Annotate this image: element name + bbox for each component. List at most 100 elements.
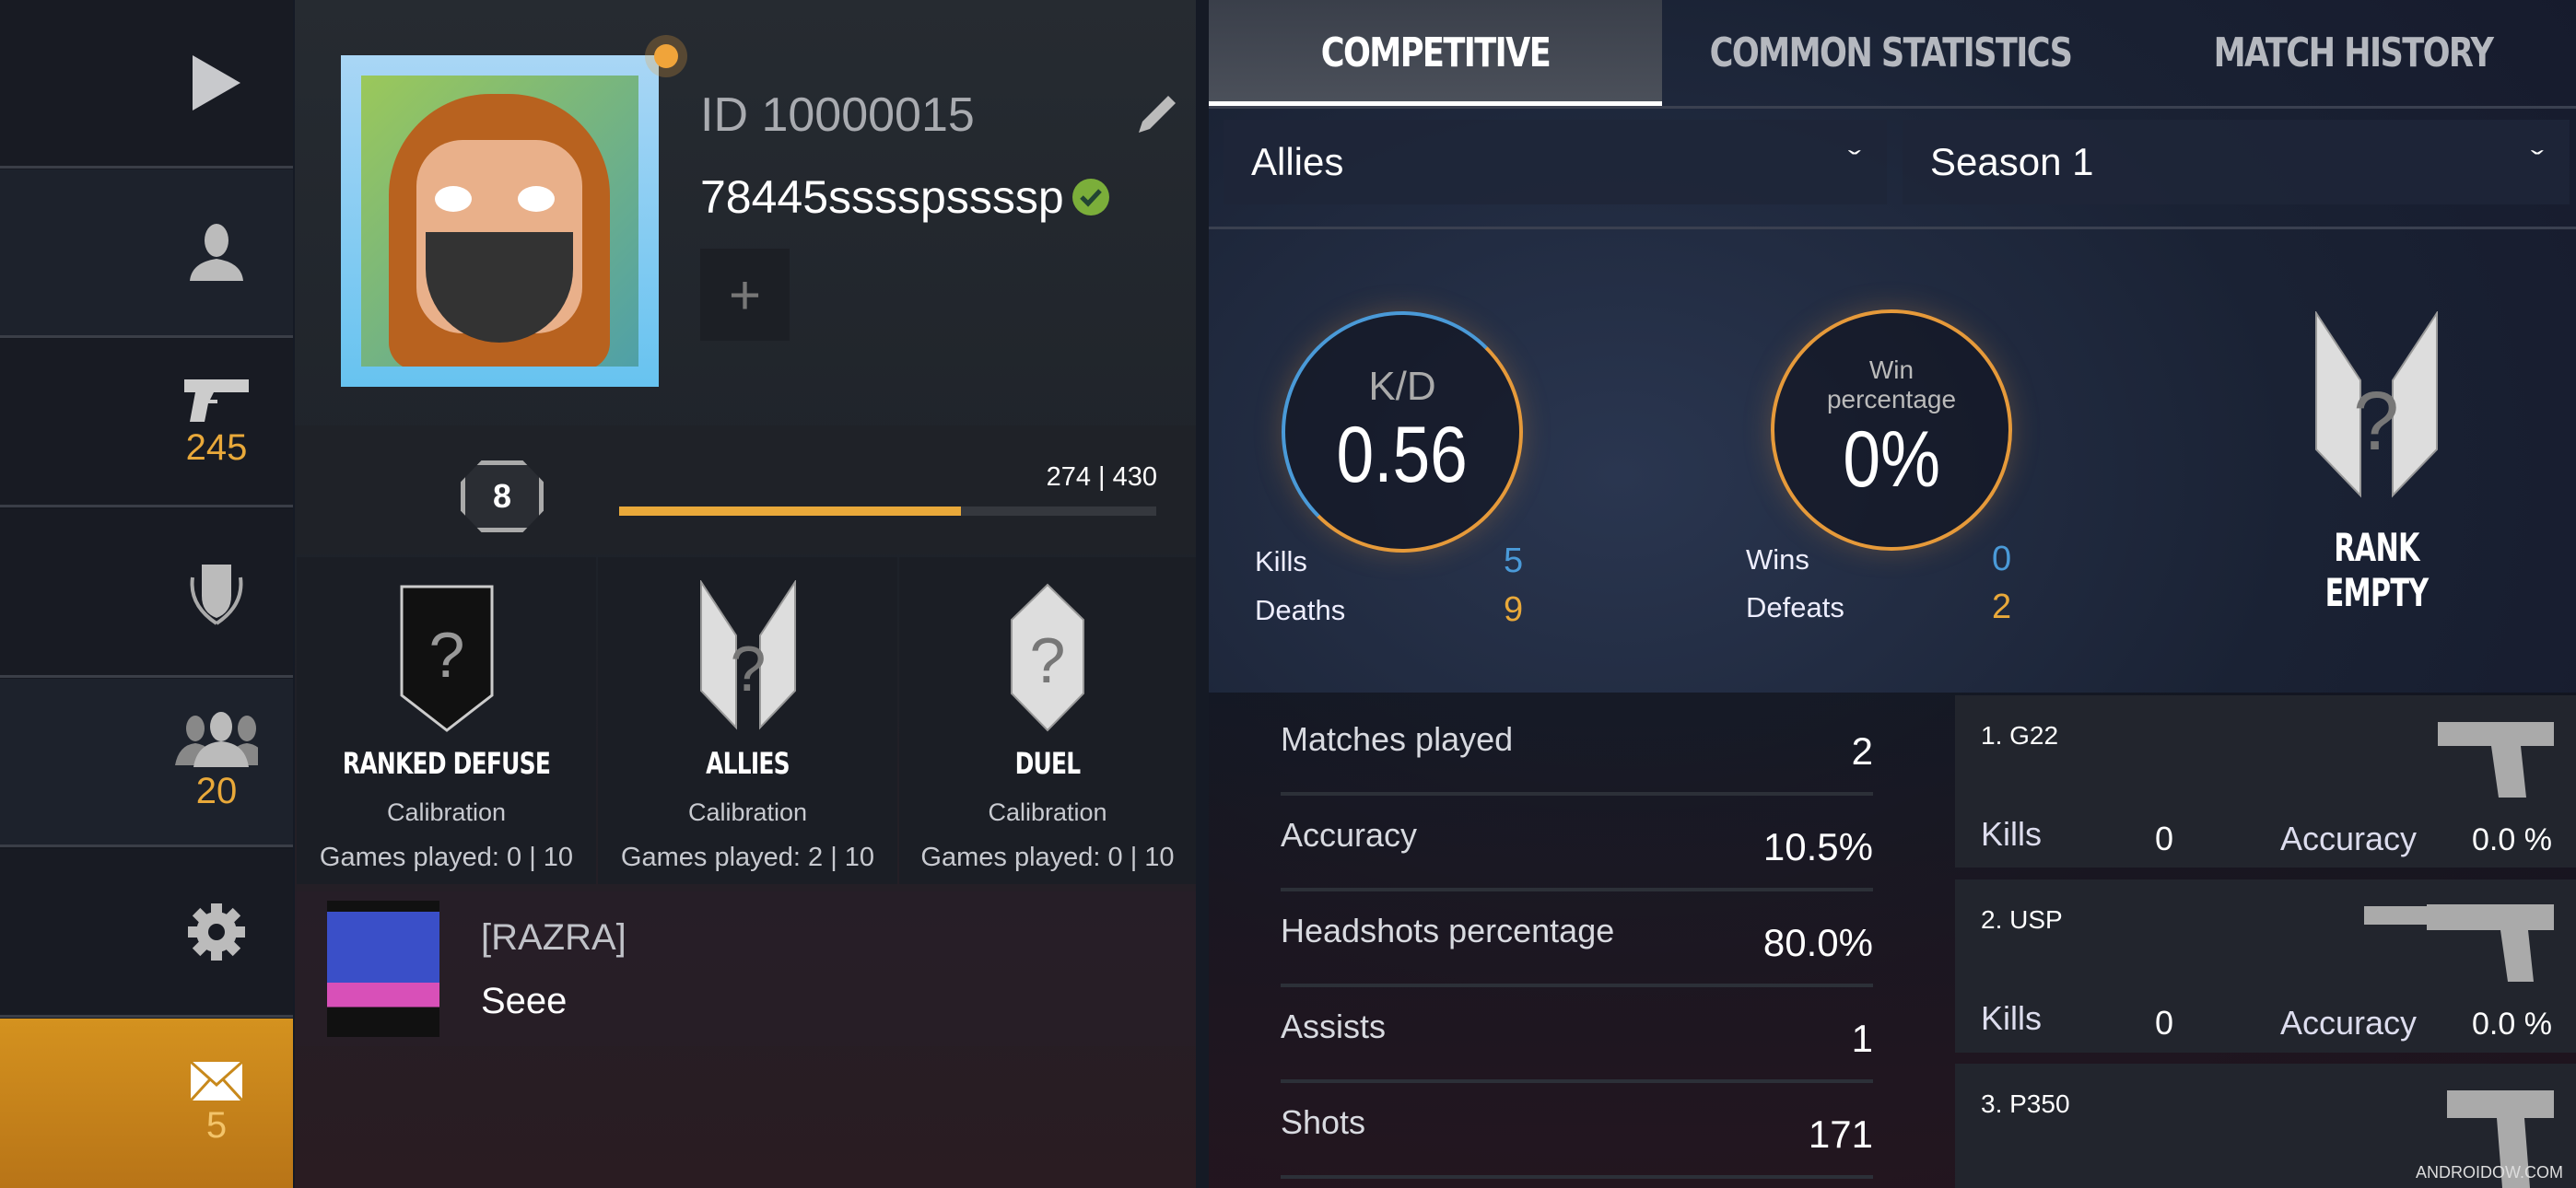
sidebar: 245 20 5 [0,0,293,1188]
stat-value: 2 [1851,729,1873,773]
sidebar-settings[interactable] [0,849,293,1018]
player-name-row: 78445sssspssssp [700,170,1110,224]
rank-status: Calibration [988,798,1107,826]
kills-label: Kills [1255,545,1307,577]
weapon-accuracy: 0.0 % [2472,1007,2552,1042]
kd-circle: K/D 0.56 [1282,311,1523,553]
pistol-icon [184,379,249,422]
sidebar-mail[interactable]: 5 [0,1019,293,1188]
rank-title: ALLIES [706,746,790,781]
mode-value: Allies [1251,140,1344,183]
play-icon [193,55,240,111]
accuracy-label: Accuracy [2280,820,2418,857]
defeats-value: 2 [1992,588,2012,626]
rank-card-ranked-defuse[interactable]: ? RANKED DEFUSE Calibration Games played… [297,557,596,884]
sidebar-weapons[interactable]: 245 [0,339,293,507]
sidebar-profile[interactable] [0,169,293,338]
mode-dropdown[interactable]: Allies ˇ [1224,120,1887,204]
stat-label: Accuracy [1281,816,1418,854]
xp-bar [619,507,1156,516]
clan-message: Seee [481,981,568,1021]
level-badge: 8 [461,460,544,532]
avatar[interactable] [341,55,659,387]
verified-badge-icon [1071,179,1109,215]
rank-empty-label: RANK EMPTY [2324,525,2430,615]
stat-value: 80.0% [1762,921,1873,964]
sidebar-friends[interactable]: 20 [0,679,293,847]
watermark: ANDROIDOW.COM [2416,1163,2563,1182]
clan-thumbnail [327,901,439,1037]
clan-row[interactable]: [RAZRA] Seee [295,891,1196,1046]
rank-status: Calibration [687,798,808,826]
svg-text:?: ? [429,619,465,691]
stat-label: Shots [1281,1103,1366,1141]
xp-bar-fill [619,507,962,516]
tab-match-history[interactable]: MATCH HISTORY [2213,29,2494,76]
weapon-card[interactable]: 3. P350 [1955,1064,2576,1188]
notification-dot [654,44,678,68]
kills-label: Kills [1981,999,2043,1037]
chevron-down-icon: ˇ [1848,146,1861,177]
tab-active-bg [1209,0,1662,106]
stat-value: 1 [1851,1017,1873,1060]
friends-count: 20 [195,770,238,811]
stat-row: Shots 171 [1281,1083,1873,1179]
deaths-label: Deaths [1255,594,1346,626]
kd-value: 0.56 [1336,410,1469,499]
pistol-g22-icon [2438,722,2554,798]
weapon-kills: 0 [2155,820,2174,857]
weapon-card[interactable]: 2. USP Kills 0 Accuracy 0.0 % [1955,879,2576,1053]
pistol-usp-icon [2364,904,2554,982]
rank-status: Calibration [386,798,507,826]
svg-text:?: ? [1030,624,1066,696]
friends-icon [175,711,258,767]
weapon-name: 2. USP [1981,905,2063,934]
sidebar-ranks[interactable] [0,509,293,678]
svg-text:?: ? [731,633,767,705]
rank-card-duel[interactable]: ? DUEL Calibration Games played: 0 | 10 [899,557,1196,884]
edit-pencil-icon[interactable] [1133,92,1179,138]
deaths-value: 9 [1504,590,1524,629]
xp-text: 274 | 430 [1046,462,1157,492]
rank-empty-icon: ? [2315,311,2438,498]
rank-title: DUEL [1014,746,1082,781]
sidebar-play[interactable] [0,0,293,169]
win-value: 0% [1843,414,1940,504]
weapon-accuracy: 0.0 % [2472,822,2552,857]
stat-row: Accuracy 10.5% [1281,796,1873,891]
win-circle: Win percentage 0% [1771,309,2012,551]
wins-label: Wins [1746,543,1809,576]
profile-icon [190,224,243,281]
tab-common-statistics[interactable]: COMMON STATISTICS [1709,29,2073,76]
stat-row: Matches played 2 [1281,700,1873,796]
weapon-name: 1. G22 [1981,721,2059,750]
level-row: 8 274 | 430 [295,425,1196,554]
clan-tag: [RAZRA] [481,917,626,958]
shield-laurel-icon [190,565,243,625]
rank-title: RANKED DEFUSE [342,746,551,781]
weapon-card[interactable]: 1. G22 Kills 0 Accuracy 0.0 % [1955,695,2576,868]
profile-panel: ID 10000015 78445sssspssssp + 8 274 | 43… [295,0,1196,1188]
player-name: 78445sssspssssp [700,171,1064,223]
add-button[interactable]: + [700,249,790,341]
tab-competitive[interactable]: COMPETITIVE [1320,29,1551,76]
season-dropdown[interactable]: Season 1 ˇ [1903,120,2570,204]
weapon-kills: 0 [2155,1004,2174,1042]
rank-games: Games played: 0 | 10 [920,843,1175,872]
chevron-down-icon: ˇ [2531,146,2544,177]
defeats-label: Defeats [1746,591,1844,623]
player-id: ID 10000015 [700,88,975,142]
stat-label: Matches played [1281,720,1514,758]
rank-card-allies[interactable]: ? ALLIES Calibration Games played: 2 | 1… [598,557,897,884]
divider [1209,227,2576,229]
weapon-name: 3. P350 [1981,1089,2070,1118]
win-label: Win percentage [1826,355,1957,413]
rank-games: Games played: 2 | 10 [620,843,875,872]
stat-row: Assists 1 [1281,987,1873,1083]
stat-label: Headshots percentage [1281,912,1615,949]
rank-unknown-hex-icon: ? [1011,583,1084,732]
weapons-count: 245 [185,426,248,468]
gear-icon [188,903,245,961]
rank-games: Games played: 0 | 10 [319,843,574,872]
kills-value: 5 [1504,542,1524,580]
